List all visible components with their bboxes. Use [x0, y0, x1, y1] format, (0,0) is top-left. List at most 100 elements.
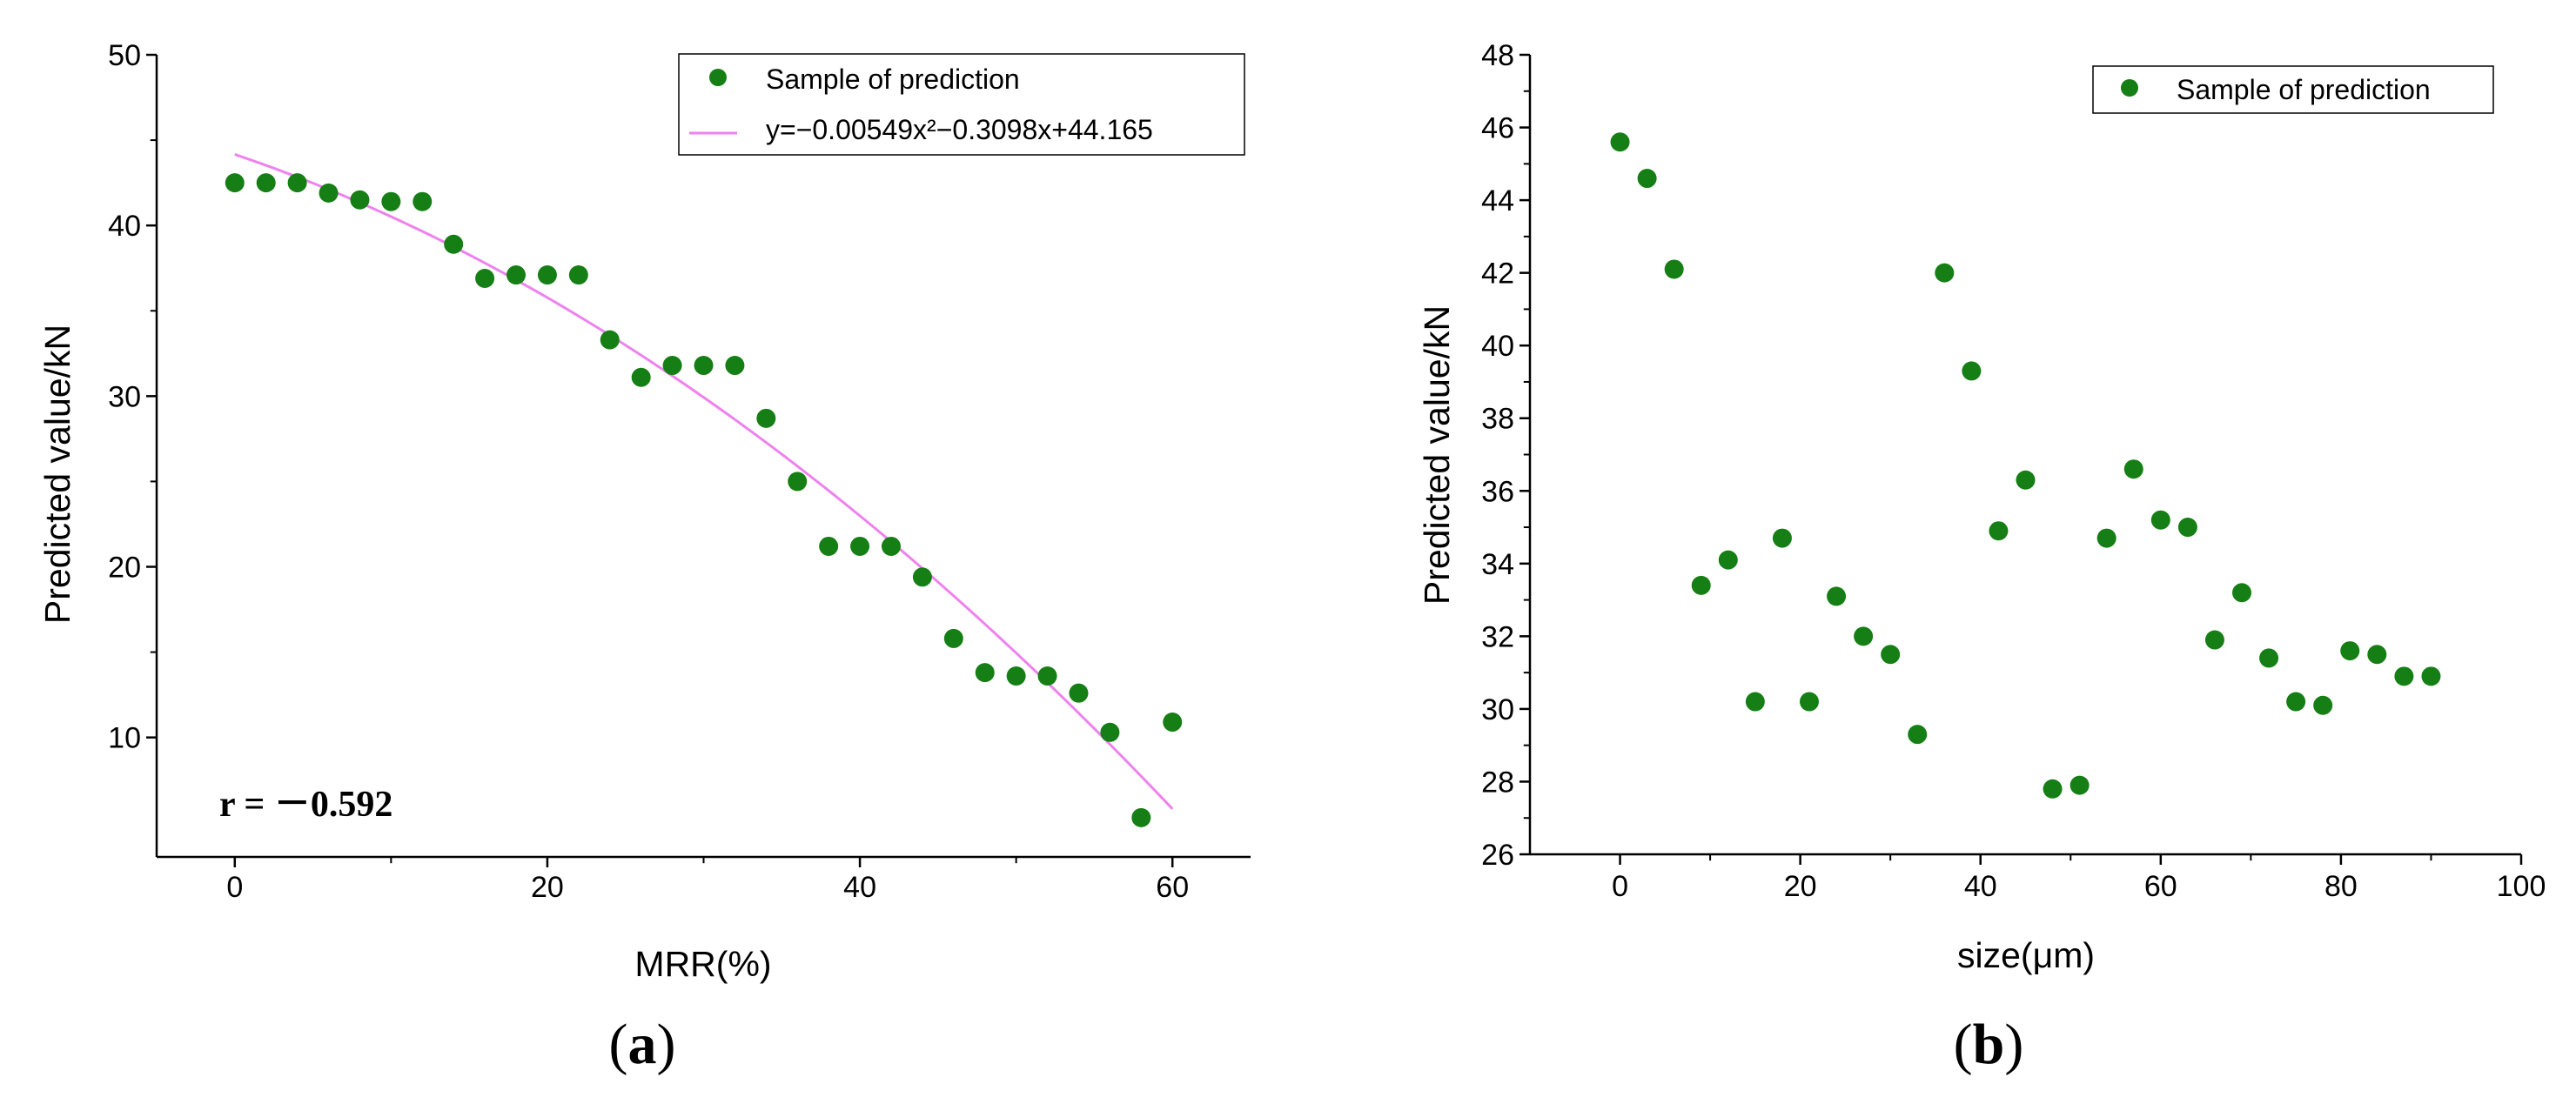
- panel-a-data-point: [725, 356, 745, 376]
- panel-b-data-point: [2123, 459, 2143, 479]
- panel-a-data-point: [631, 367, 651, 387]
- panel-a-data-point: [694, 356, 714, 376]
- panel-b-data-point: [2070, 775, 2090, 795]
- panel-a-data-point: [850, 536, 870, 556]
- panel-a-data-point: [568, 265, 588, 285]
- panel-b-y-tick-label: 38: [1481, 403, 1514, 436]
- panel-a-data-point: [1037, 666, 1057, 686]
- panel-b-data-point: [2394, 666, 2414, 686]
- panel-a-y-axis-title: Predicted value/kN: [37, 325, 77, 624]
- panel-b-data-point: [2421, 666, 2441, 686]
- panel-b-legend-marker: [2121, 79, 2138, 97]
- panel-b-data-point: [1772, 528, 1792, 548]
- panel-b-data-point: [1610, 132, 1630, 152]
- panel-b-data-point: [1799, 692, 1819, 712]
- panel-a-data-point: [1163, 713, 1183, 733]
- panel-b-x-tick-label: 60: [2144, 870, 2177, 903]
- panel-a-data-point: [537, 265, 557, 285]
- panel-a-caption: (a): [609, 1013, 676, 1076]
- panel-b-x-tick-label: 0: [1612, 870, 1628, 903]
- panel-b-data-point: [1854, 626, 1874, 646]
- panel-a-data-point: [881, 536, 901, 556]
- panel-b-data-point: [1989, 521, 2009, 541]
- panel-b-data-point: [1881, 645, 1901, 665]
- panel-b-data-point: [2096, 528, 2116, 548]
- panel-b-y-tick-label: 48: [1481, 39, 1514, 72]
- panel-b-data-point: [1908, 725, 1928, 745]
- panel-a-legend-label: Sample of prediction: [766, 64, 1020, 95]
- panel-a-data-point: [475, 268, 495, 288]
- panel-a-data-point: [350, 190, 370, 210]
- panel-b-data-point: [2313, 695, 2333, 715]
- panel-a-correlation-annotation: r = －0.592: [219, 785, 392, 825]
- panel-b-data-point: [1664, 259, 1684, 279]
- panel-a-data-point: [600, 330, 620, 350]
- panel-b-y-tick-label: 46: [1481, 112, 1514, 145]
- panel-a-data-point: [912, 567, 932, 587]
- panel-a-legend-label: y=−0.00549x²−0.3098x+44.165: [766, 114, 1153, 145]
- panel-a-data-point: [756, 408, 776, 428]
- panel-b-data-point: [1935, 263, 1955, 283]
- panel-b-y-tick-label: 40: [1481, 330, 1514, 363]
- panel-a-y-tick-label: 50: [108, 39, 141, 72]
- panel-a-data-point: [975, 663, 995, 683]
- panel-a-y-tick-label: 20: [108, 552, 141, 585]
- panel-b-x-tick-label: 40: [1964, 870, 1997, 903]
- panel-a-y-tick-label: 40: [108, 210, 141, 243]
- panel-b: Predicted value/kN size(μm) (b) 0 20 40 60 8…: [1417, 39, 2546, 1076]
- panel-a-x-tick-label: 60: [1156, 871, 1189, 904]
- panel-b-y-tick-label: 44: [1481, 184, 1514, 217]
- panel-b-x-axis-title: size(μm): [1957, 935, 2095, 975]
- panel-b-x-tick-label: 100: [2497, 870, 2546, 903]
- panel-a-data-point: [444, 234, 464, 254]
- panel-a-x-tick-label: 40: [843, 871, 876, 904]
- panel-b-y-tick-label: 30: [1481, 693, 1514, 726]
- panel-b-data-point: [1745, 692, 1765, 712]
- panel-a-data-point: [943, 628, 963, 648]
- panel-b-caption: (b): [1954, 1013, 2024, 1076]
- panel-b-data-point: [2204, 630, 2224, 650]
- panel-a-data-point: [1069, 683, 1089, 703]
- panel-b-x-tick-label: 20: [1784, 870, 1817, 903]
- panel-b-data-point: [2259, 648, 2279, 668]
- panel-b-data-point: [2286, 692, 2306, 712]
- panel-a-y-tick-label: 30: [108, 380, 141, 413]
- panel-a-data-point: [662, 356, 682, 376]
- panel-b-data-point: [2016, 470, 2036, 490]
- panel-b-data-point: [2367, 645, 2387, 665]
- panel-b-y-tick-label: 28: [1481, 766, 1514, 799]
- panel-a-y-tick-label: 10: [108, 722, 141, 755]
- panel-b-legend-box: [2092, 65, 2494, 114]
- panel-a-legend-box: [678, 53, 1245, 156]
- panel-b-x-tick-label: 80: [2324, 870, 2358, 903]
- panel-a-fit-curve: [234, 153, 1174, 810]
- panel-a-data-point: [788, 472, 808, 492]
- panel-a-data-point: [1006, 666, 1026, 686]
- panel-b-data-point: [2177, 518, 2197, 538]
- panel-b-legend-label: Sample of prediction: [2177, 74, 2431, 105]
- panel-a-data-point: [1100, 722, 1120, 742]
- panel-b-y-tick-label: 32: [1481, 620, 1514, 653]
- panel-b-y-tick-label: 36: [1481, 475, 1514, 508]
- panel-a-data-point: [1131, 807, 1151, 827]
- panel-b-data-point: [1962, 361, 1982, 381]
- panel-a-legend-marker: [709, 69, 727, 86]
- panel-b-y-tick-label: 26: [1481, 839, 1514, 872]
- panel-a-data-point: [381, 191, 401, 211]
- panel-b-y-tick-label: 42: [1481, 258, 1514, 291]
- panel-a: Predicted value/kN MRR(%) r = －0.592 (a)…: [37, 39, 1251, 1076]
- panel-b-data-point: [1637, 169, 1657, 189]
- panel-a-data-point: [225, 173, 245, 193]
- panel-a-data-point: [506, 265, 527, 285]
- panel-b-y-tick-label: 34: [1481, 548, 1514, 581]
- panel-b-data-point: [1827, 586, 1847, 606]
- panel-b-data-point: [1718, 550, 1738, 570]
- panel-a-data-point: [413, 191, 433, 211]
- panel-a-data-point: [256, 173, 276, 193]
- panel-b-data-point: [2043, 779, 2063, 799]
- panel-a-x-tick-label: 20: [531, 871, 564, 904]
- panel-b-data-point: [1691, 575, 1711, 595]
- panel-a-data-point: [819, 536, 839, 556]
- panel-a-data-point: [287, 173, 307, 193]
